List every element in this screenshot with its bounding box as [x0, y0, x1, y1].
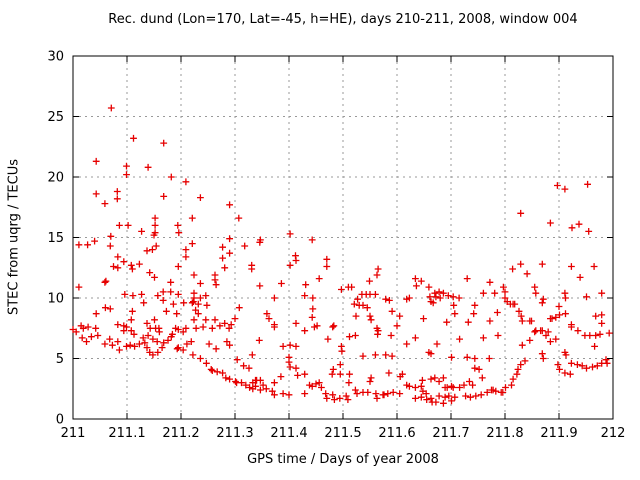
x-tick-label: 211.3	[216, 426, 253, 441]
y-tick-label: 0	[56, 413, 64, 428]
y-tick-label: 25	[47, 110, 64, 125]
x-tick-label: 212	[601, 426, 626, 441]
x-tick-label: 211.8	[486, 426, 523, 441]
x-tick-label: 211	[61, 426, 86, 441]
x-tick-label: 211.4	[270, 426, 307, 441]
x-axis-label: GPS time / Days of year 2008	[247, 452, 439, 467]
y-tick-label: 10	[47, 292, 64, 307]
x-tick-label: 211.1	[108, 426, 145, 441]
x-tick-label: 211.2	[162, 426, 199, 441]
y-tick-label: 20	[47, 171, 64, 186]
data-points	[69, 104, 613, 407]
y-tick-label: 15	[47, 231, 64, 246]
y-tick-label: 30	[47, 50, 64, 65]
x-tick-label: 211.5	[324, 426, 361, 441]
y-tick-label: 5	[56, 352, 64, 367]
chart-title: Rec. dund (Lon=170, Lat=-45, h=HE), days…	[108, 12, 578, 27]
x-tick-label: 211.7	[432, 426, 469, 441]
x-tick-label: 211.6	[378, 426, 415, 441]
x-tick-label: 211.9	[540, 426, 577, 441]
